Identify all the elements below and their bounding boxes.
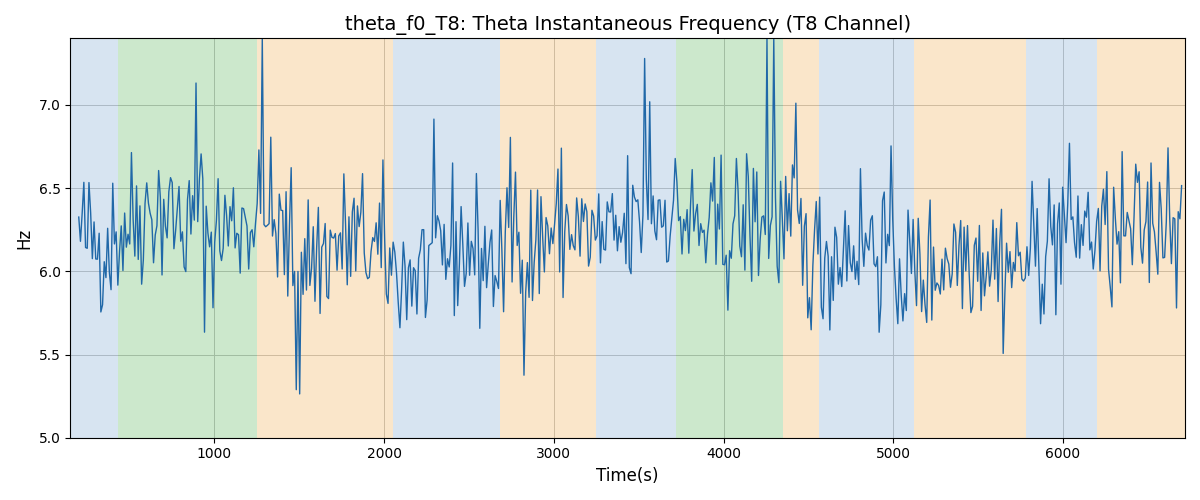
Bar [71, 38, 118, 438]
Bar [392, 38, 499, 438]
Bar [913, 38, 1026, 438]
Title: theta_f0_T8: Theta Instantaneous Frequency (T8 Channel): theta_f0_T8: Theta Instantaneous Frequen… [344, 15, 911, 35]
Bar [1097, 38, 1186, 438]
Bar [818, 38, 913, 438]
Bar [782, 38, 818, 438]
Y-axis label: Hz: Hz [16, 228, 34, 248]
X-axis label: Time(s): Time(s) [596, 467, 659, 485]
Bar [499, 38, 596, 438]
Bar [257, 38, 392, 438]
Bar [676, 38, 782, 438]
Bar [1026, 38, 1097, 438]
Bar [596, 38, 676, 438]
Bar [118, 38, 257, 438]
